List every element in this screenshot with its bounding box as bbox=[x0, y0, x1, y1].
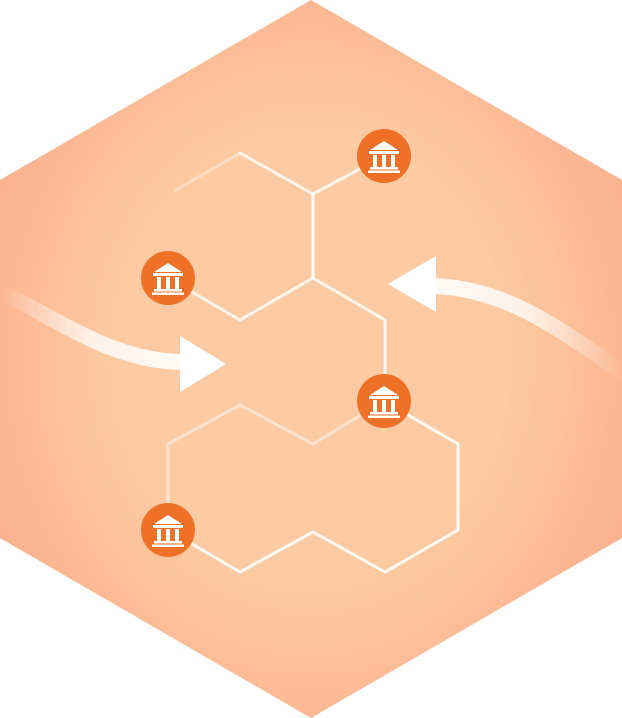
node-bank-upper-left bbox=[141, 251, 195, 305]
network-line-lower-right bbox=[166, 399, 460, 574]
arrow-in-right-head bbox=[388, 256, 436, 312]
bank-icon bbox=[368, 386, 400, 418]
network-line-middle bbox=[166, 276, 387, 402]
network-line-lower-left-fade bbox=[166, 399, 386, 532]
node-bank-top-right bbox=[357, 129, 411, 183]
flow-arrows bbox=[0, 256, 622, 392]
network-line-upper-left-fade bbox=[174, 151, 242, 192]
arrow-in-left-trail bbox=[0, 284, 188, 370]
network-lines bbox=[166, 151, 460, 574]
bank-nodes bbox=[141, 129, 411, 557]
node-bank-center bbox=[357, 374, 411, 428]
bank-icon bbox=[152, 263, 184, 295]
arrow-in-right-trail bbox=[428, 278, 622, 380]
bank-icon bbox=[368, 141, 400, 173]
bank-icon bbox=[152, 515, 184, 547]
arrow-in-left-head bbox=[180, 336, 226, 392]
node-bank-lower-left bbox=[141, 503, 195, 557]
